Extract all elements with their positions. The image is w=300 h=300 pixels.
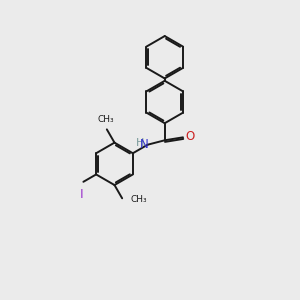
Text: N: N <box>140 138 149 151</box>
Text: CH₃: CH₃ <box>97 115 114 124</box>
Text: CH₃: CH₃ <box>130 195 147 204</box>
Text: H: H <box>136 138 144 148</box>
Text: I: I <box>80 188 84 201</box>
Text: O: O <box>185 130 195 143</box>
